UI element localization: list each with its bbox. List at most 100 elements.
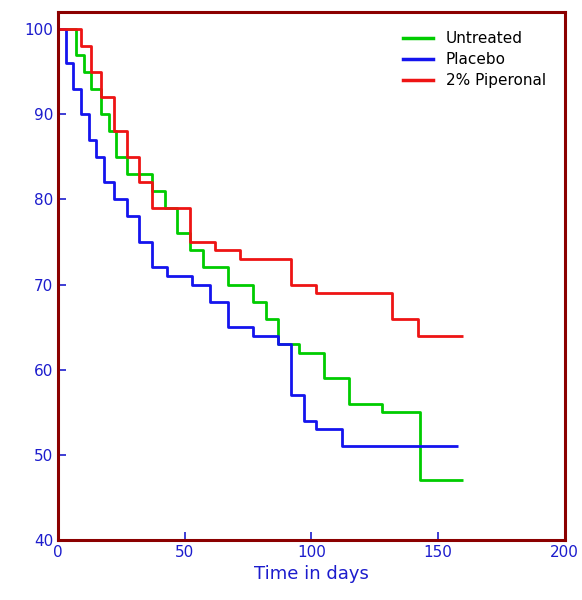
- 2% Piperonal: [70, 25, 77, 32]
- Placebo: [123, 196, 130, 203]
- 2% Piperonal: [164, 204, 171, 211]
- Line: Placebo: Placebo: [58, 29, 458, 446]
- 2% Piperonal: [123, 153, 130, 160]
- 2% Piperonal: [237, 247, 244, 254]
- 2% Piperonal: [55, 25, 62, 32]
- 2% Piperonal: [262, 256, 269, 263]
- Untreated: [173, 204, 180, 211]
- 2% Piperonal: [262, 256, 269, 263]
- Placebo: [455, 443, 462, 450]
- Untreated: [224, 264, 231, 271]
- Placebo: [224, 323, 231, 331]
- Placebo: [207, 281, 214, 288]
- Placebo: [275, 341, 282, 348]
- Untreated: [346, 400, 353, 407]
- Untreated: [80, 68, 87, 75]
- Untreated: [250, 281, 257, 288]
- Placebo: [136, 238, 143, 245]
- Untreated: [148, 187, 155, 194]
- Placebo: [288, 341, 294, 348]
- Untreated: [123, 170, 130, 178]
- 2% Piperonal: [313, 289, 320, 296]
- Untreated: [346, 374, 353, 382]
- 2% Piperonal: [88, 43, 95, 50]
- Placebo: [376, 443, 383, 450]
- Placebo: [70, 85, 77, 92]
- Untreated: [321, 374, 328, 382]
- Placebo: [100, 153, 107, 160]
- 2% Piperonal: [70, 25, 77, 32]
- Placebo: [164, 272, 171, 280]
- 2% Piperonal: [186, 238, 193, 245]
- 2% Piperonal: [148, 179, 155, 186]
- Untreated: [262, 298, 269, 305]
- Placebo: [207, 298, 214, 305]
- Placebo: [77, 85, 84, 92]
- 2% Piperonal: [98, 94, 105, 101]
- Placebo: [148, 264, 155, 271]
- Placebo: [111, 179, 118, 186]
- 2% Piperonal: [288, 256, 294, 263]
- Untreated: [295, 341, 302, 348]
- Untreated: [88, 68, 95, 75]
- Untreated: [199, 264, 206, 271]
- 2% Piperonal: [88, 68, 95, 75]
- Untreated: [98, 85, 105, 92]
- Untreated: [72, 25, 79, 32]
- 2% Piperonal: [389, 315, 396, 322]
- 2% Piperonal: [77, 43, 84, 50]
- Placebo: [300, 417, 307, 424]
- Untreated: [161, 187, 168, 194]
- Placebo: [93, 153, 100, 160]
- Untreated: [136, 170, 143, 178]
- Untreated: [275, 341, 282, 348]
- Placebo: [136, 213, 143, 220]
- Untreated: [123, 153, 130, 160]
- Untreated: [460, 477, 467, 484]
- Untreated: [72, 51, 79, 58]
- Placebo: [224, 298, 231, 305]
- 2% Piperonal: [111, 94, 118, 101]
- 2% Piperonal: [338, 289, 345, 296]
- Untreated: [295, 349, 302, 356]
- Placebo: [70, 59, 77, 67]
- 2% Piperonal: [212, 238, 219, 245]
- Untreated: [186, 247, 193, 254]
- Placebo: [275, 332, 282, 339]
- Placebo: [176, 272, 183, 280]
- Untreated: [199, 247, 206, 254]
- 2% Piperonal: [186, 204, 193, 211]
- Untreated: [80, 51, 87, 58]
- Placebo: [414, 443, 421, 450]
- 2% Piperonal: [164, 204, 171, 211]
- Untreated: [98, 110, 105, 118]
- 2% Piperonal: [98, 68, 105, 75]
- Placebo: [313, 417, 320, 424]
- Placebo: [77, 110, 84, 118]
- Placebo: [250, 323, 257, 331]
- Placebo: [189, 281, 196, 288]
- 2% Piperonal: [148, 204, 155, 211]
- Untreated: [262, 315, 269, 322]
- Placebo: [164, 264, 171, 271]
- Placebo: [111, 196, 118, 203]
- Placebo: [93, 136, 100, 143]
- Placebo: [176, 272, 183, 280]
- Placebo: [288, 392, 294, 399]
- Placebo: [148, 238, 155, 245]
- Untreated: [55, 25, 62, 32]
- Placebo: [250, 332, 257, 339]
- Untreated: [460, 477, 467, 484]
- Untreated: [321, 349, 328, 356]
- Placebo: [55, 25, 62, 32]
- Untreated: [105, 110, 112, 118]
- 2% Piperonal: [136, 179, 143, 186]
- Placebo: [414, 443, 421, 450]
- Placebo: [123, 213, 130, 220]
- Placebo: [189, 272, 196, 280]
- Untreated: [113, 128, 120, 135]
- 2% Piperonal: [460, 332, 467, 339]
- 2% Piperonal: [77, 25, 84, 32]
- 2% Piperonal: [123, 128, 130, 135]
- 2% Piperonal: [212, 247, 219, 254]
